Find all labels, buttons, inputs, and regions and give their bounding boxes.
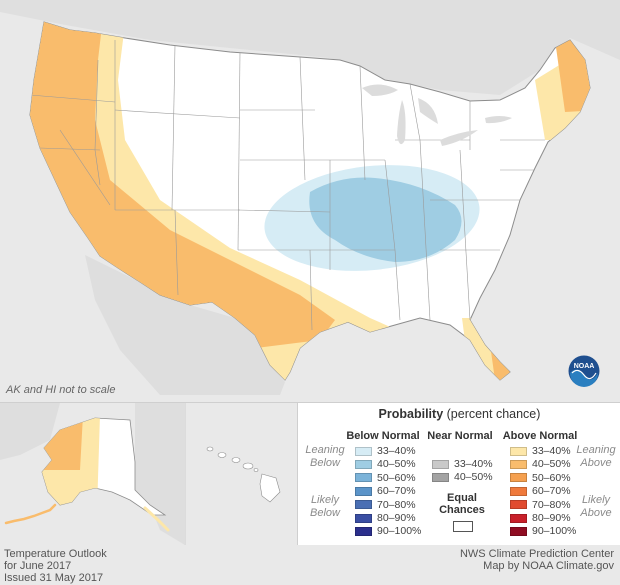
legend-title: Probability (percent chance)	[378, 407, 541, 421]
below-normal-heading: Below Normal	[346, 430, 420, 442]
below-normal-bin-label: 70–80%	[377, 498, 416, 511]
below-normal-bin-swatch	[355, 526, 372, 536]
lake-erie	[440, 130, 478, 146]
below-normal-bin-label: 33–40%	[377, 445, 416, 457]
noaa-logo-text: NOAA	[574, 363, 595, 370]
below-normal-bin-swatch	[355, 500, 372, 510]
lake-huron	[418, 98, 438, 124]
below-normal-bin-swatch	[355, 446, 372, 456]
above-normal-bin-label: 33–40%	[532, 445, 571, 457]
scale-note: AK and HI not to scale	[6, 384, 116, 396]
below-normal-bin-label: 80–90%	[377, 512, 416, 524]
below-normal-bin-swatch	[355, 486, 372, 496]
below-normal-bin-label: 40–50%	[377, 458, 416, 471]
above-normal-bin-swatch	[510, 513, 527, 523]
lake-ontario	[485, 116, 512, 124]
below-normal-bin-swatch	[355, 473, 372, 483]
below-normal-bin-label: 90–100%	[377, 525, 422, 538]
near-normal-bin-label: 40–50%	[454, 471, 493, 484]
below-normal-bin-label: 60–70%	[377, 485, 416, 498]
below-normal-bin-label: 50–60%	[377, 471, 416, 484]
above-normal-bin-label: 60–70%	[532, 485, 571, 498]
equal-chances-swatch	[453, 521, 473, 532]
aleutian-islands	[4, 503, 57, 525]
lake-superior	[362, 84, 398, 96]
above-normal-bin-label: 40–50%	[532, 458, 571, 471]
leaning-above-label: Leaning Above	[576, 444, 616, 469]
above-normal-bin-label: 90–100%	[532, 525, 577, 538]
above-normal-bin-swatch	[510, 526, 527, 536]
lake-michigan	[397, 100, 406, 145]
likely-below-label: Likely Below	[310, 494, 340, 519]
below-normal-bin-swatch	[355, 459, 372, 469]
hawaii-islands	[206, 446, 281, 503]
above-normal-bin-swatch	[510, 500, 527, 510]
above-normal-bin-swatch	[510, 446, 527, 456]
above-normal-bin-label: 50–60%	[532, 471, 571, 484]
near-normal-bin-swatch	[432, 472, 449, 482]
likely-above-label: Likely Above	[580, 494, 612, 519]
above-normal-bin-swatch	[510, 486, 527, 496]
equal-chances-heading: Equal Chances	[439, 492, 485, 516]
leaning-below-label: Leaning Below	[305, 444, 345, 469]
above-normal-bin-swatch	[510, 473, 527, 483]
above-normal-bin-label: 80–90%	[532, 512, 571, 524]
above-normal-bin-label: 70–80%	[532, 498, 571, 511]
above-normal-bin-swatch	[510, 459, 527, 469]
credit-caption: NWS Climate Prediction Center Map by NOA…	[459, 548, 614, 572]
near-normal-heading: Near Normal	[427, 430, 493, 442]
below-normal-bin-swatch	[355, 513, 372, 523]
near-normal-bin-label: 33–40%	[454, 458, 493, 470]
hawaii-inset	[186, 403, 296, 545]
near-normal-bin-swatch	[432, 459, 449, 469]
outlook-caption: Temperature Outlook for June 2017 Issued…	[4, 548, 107, 584]
noaa-logo-icon: NOAA	[568, 355, 600, 387]
above-normal-heading: Above Normal	[502, 430, 578, 442]
